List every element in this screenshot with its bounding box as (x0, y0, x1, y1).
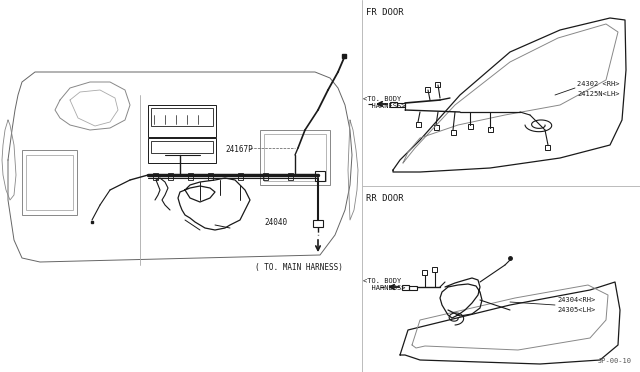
Text: 24040: 24040 (264, 218, 287, 227)
Bar (313, 220, 323, 227)
Bar (416, 122, 421, 127)
Bar (468, 124, 473, 129)
Text: 24305<LH>: 24305<LH> (557, 307, 595, 313)
Bar (422, 270, 427, 275)
Bar (153, 173, 158, 180)
Text: 24304<RH>: 24304<RH> (557, 297, 595, 303)
Bar (451, 130, 456, 135)
Bar (151, 108, 213, 126)
Bar (260, 130, 330, 185)
Bar (263, 173, 268, 180)
Bar (435, 82, 440, 87)
Bar (151, 141, 213, 153)
Bar (390, 102, 397, 107)
Text: 24302 <RH>: 24302 <RH> (577, 81, 620, 87)
Text: FR DOOR: FR DOOR (366, 8, 404, 17)
Text: JP-00-10: JP-00-10 (598, 358, 632, 364)
Text: RR DOOR: RR DOOR (366, 194, 404, 203)
Text: ( TO. MAIN HARNESS): ( TO. MAIN HARNESS) (255, 263, 343, 272)
Bar (545, 145, 550, 150)
Bar (208, 173, 213, 180)
Bar (238, 173, 243, 180)
Bar (168, 173, 173, 180)
Bar (402, 285, 409, 290)
Bar (432, 267, 437, 272)
Bar (409, 286, 417, 290)
Bar (148, 105, 216, 137)
Bar (264, 134, 326, 181)
Bar (425, 87, 430, 92)
Bar (434, 125, 439, 130)
Bar (315, 171, 325, 181)
Text: 24125N<LH>: 24125N<LH> (577, 91, 620, 97)
Bar (22, 150, 77, 215)
Bar (188, 173, 193, 180)
Bar (288, 173, 293, 180)
Text: 24167P: 24167P (225, 145, 253, 154)
Bar (148, 138, 216, 163)
Bar (26, 155, 73, 210)
Text: <TO. BODY
  HARNESS>: <TO. BODY HARNESS> (363, 96, 406, 109)
Text: <TO. BODY
  HARNESS>: <TO. BODY HARNESS> (363, 278, 406, 291)
Bar (488, 127, 493, 132)
Bar (397, 103, 405, 107)
